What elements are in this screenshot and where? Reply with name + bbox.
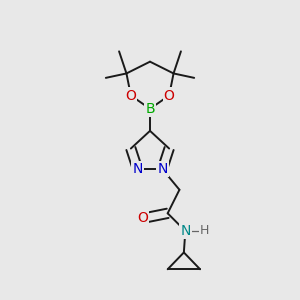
- Text: O: O: [164, 88, 175, 103]
- Text: N: N: [180, 224, 190, 238]
- Text: N: N: [132, 162, 143, 176]
- Text: N: N: [157, 162, 168, 176]
- Text: H: H: [200, 224, 209, 238]
- Text: B: B: [145, 102, 155, 116]
- Text: O: O: [137, 211, 148, 225]
- Text: O: O: [125, 88, 136, 103]
